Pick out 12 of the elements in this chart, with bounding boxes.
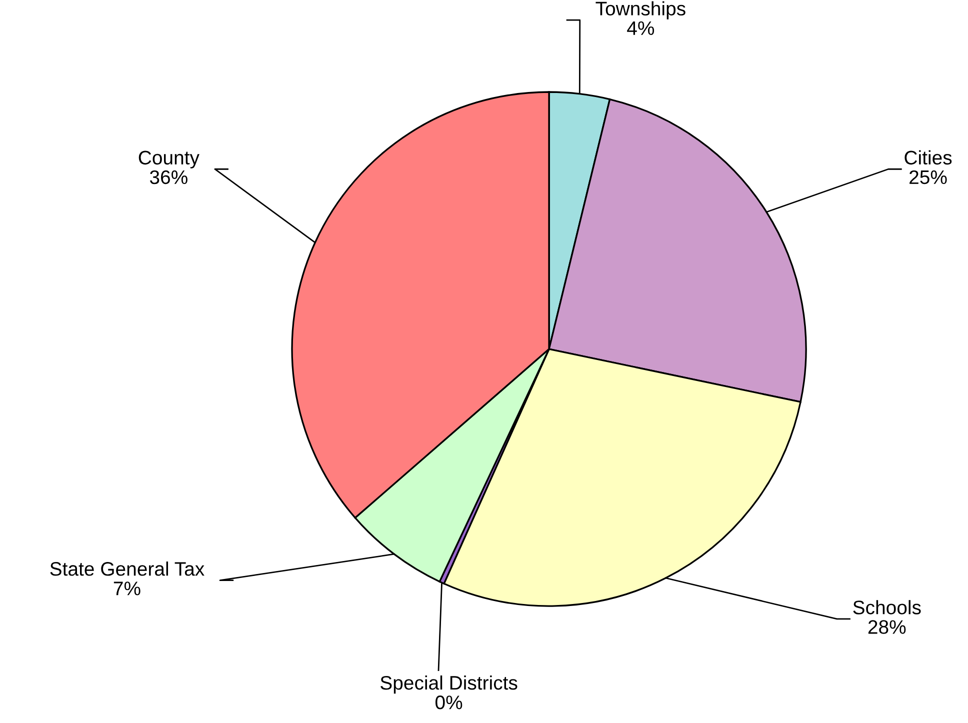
slice-label: Townships bbox=[596, 1, 686, 20]
data-label: 7% bbox=[114, 582, 140, 596]
data-label: 28% bbox=[868, 620, 906, 634]
slice-label: Schools bbox=[853, 600, 921, 614]
data-label: 4% bbox=[627, 21, 654, 35]
slice-label: Cities bbox=[904, 150, 952, 165]
slice-label: County bbox=[138, 150, 200, 168]
slice-label: State General Tax bbox=[50, 562, 204, 576]
data-label: 25% bbox=[910, 170, 947, 184]
slice-label: Special Districts bbox=[380, 675, 518, 694]
data-label: 0% bbox=[435, 696, 462, 710]
data-label: 36% bbox=[150, 170, 188, 184]
